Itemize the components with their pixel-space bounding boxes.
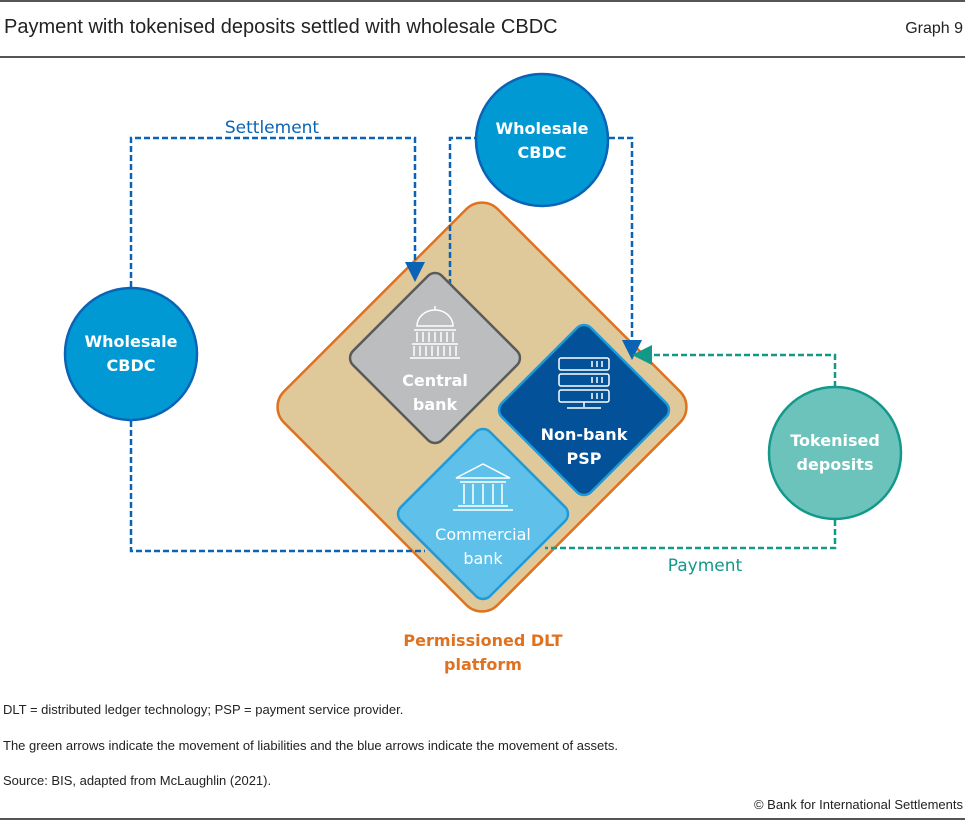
note-arrows: The green arrows indicate the movement o…: [3, 738, 618, 753]
graph-number: Graph 9: [905, 20, 963, 37]
tokenised-deposits-node: Tokenised deposits: [767, 385, 903, 521]
cbdc-top-label-2: CBDC: [518, 143, 567, 162]
wholesale-cbdc-top-node: Wholesale CBDC: [474, 72, 610, 208]
note-abbreviations: DLT = distributed ledger technology; PSP…: [3, 702, 404, 717]
tokenised-to-psp-arrow: [632, 345, 837, 387]
central-bank-label-2: bank: [413, 395, 458, 414]
top-rule: [0, 0, 965, 2]
cbdc-left-label-1: Wholesale: [84, 332, 177, 351]
note-source: Source: BIS, adapted from McLaughlin (20…: [3, 773, 272, 788]
copyright: © Bank for International Settlements: [753, 797, 963, 812]
psp-label-1: Non-bank: [541, 425, 628, 444]
platform-label-1: Permissioned DLT: [403, 631, 562, 650]
settlement-label: Settlement: [225, 118, 320, 138]
settlement-arrow: [129, 136, 425, 287]
server-rack-icon: [558, 357, 610, 409]
wholesale-cbdc-left-node: Wholesale CBDC: [63, 286, 199, 422]
commercial-bank-node: Commercial bank: [396, 427, 570, 601]
cbdc-top-label-1: Wholesale: [495, 119, 588, 138]
psp-label-2: PSP: [567, 449, 602, 468]
cbdc-left-label-2: CBDC: [107, 356, 156, 375]
page-title: Payment with tokenised deposits settled …: [4, 16, 558, 38]
diagram: Central bank Non-bank PSP Commercial ban…: [63, 72, 903, 674]
tokenised-to-commercial-line: [545, 520, 837, 550]
bank-building-icon: [453, 463, 513, 511]
tokenised-label-1: Tokenised: [790, 431, 880, 450]
commercial-label-1: Commercial: [435, 525, 531, 544]
tokenised-label-2: deposits: [797, 455, 874, 474]
non-bank-psp-node: Non-bank PSP: [497, 323, 671, 497]
central-bank-node: Central bank: [348, 271, 522, 445]
header-rule: [0, 56, 965, 58]
platform-diamond: [276, 201, 688, 613]
central-bank-to-cbdc-line: [448, 136, 476, 285]
cbdc-to-commercial-line: [129, 421, 425, 553]
cbdc-to-psp-arrow: [609, 136, 642, 360]
platform-label-2: platform: [444, 655, 522, 674]
commercial-label-2: bank: [463, 549, 503, 568]
bottom-rule: [0, 818, 965, 820]
central-bank-label-1: Central: [402, 371, 468, 390]
payment-label: Payment: [668, 556, 743, 576]
capitol-building-icon: [410, 306, 460, 359]
